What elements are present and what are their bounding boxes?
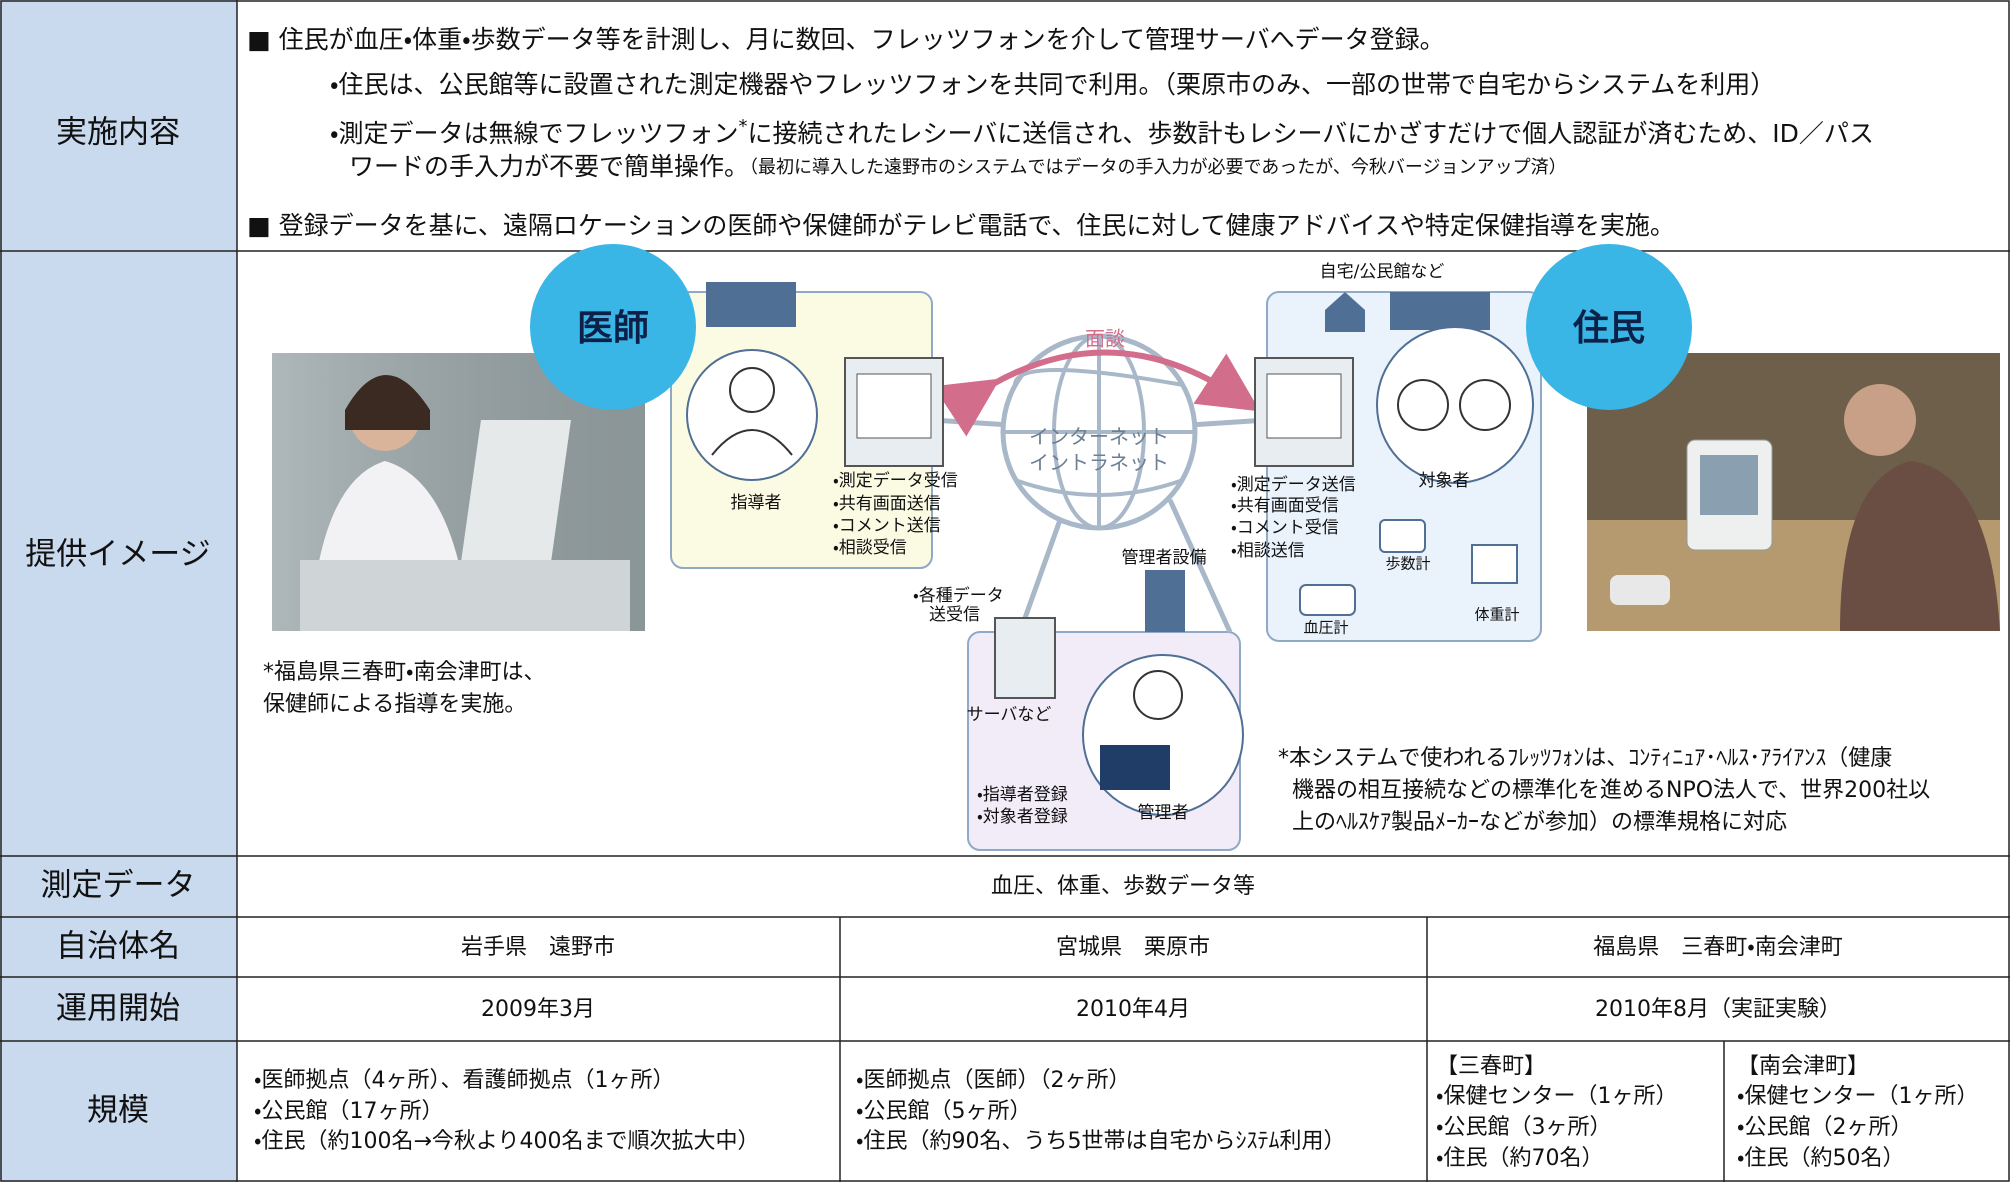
network-label: イントラネット xyxy=(1029,451,1169,475)
function: ・測定データ受信 xyxy=(833,470,958,491)
interview-label: 面談 xyxy=(1085,327,1125,351)
device-label: 血圧計 xyxy=(1303,619,1348,637)
cell-text: 2009年3月 xyxy=(481,997,595,1022)
role-label: 対象者 xyxy=(1419,471,1470,491)
function: 送受信 xyxy=(929,605,980,625)
photo-caption: *福島県三春町・南会津町は、 xyxy=(263,660,545,685)
function: ・共有画面受信 xyxy=(1231,496,1339,516)
cell-text: ・医師拠点（医師）（2ヶ所） xyxy=(856,1068,1130,1093)
function: ・相談送信 xyxy=(1231,541,1305,561)
cell-text: ・医師拠点（4ヶ所）、看護師拠点（1ヶ所） xyxy=(254,1068,674,1093)
cell-text: ・住民（約50名） xyxy=(1737,1146,1904,1171)
cell-text: 2010年4月 xyxy=(1076,997,1190,1022)
diagram xyxy=(530,244,1692,851)
function: ・各種データ xyxy=(913,585,1004,606)
function: ・指導者登録 xyxy=(977,785,1068,805)
cell-text: 岩手県 遠野市 xyxy=(461,935,615,960)
role-label: 管理者 xyxy=(1138,803,1189,823)
row-label: 測定データ xyxy=(41,868,196,904)
row-label: 運用開始 xyxy=(56,991,180,1027)
cell-text: 【南会津町】 xyxy=(1737,1054,1869,1079)
label-column xyxy=(0,0,237,1182)
footnote: 機器の相互接続などの標準化を進めるNPO法人で、世界200社以 xyxy=(1292,778,1930,803)
badge: 医師 xyxy=(577,308,649,349)
device-label: 体重計 xyxy=(1474,606,1519,624)
cell-text: 【三春町】 xyxy=(1436,1054,1546,1079)
function: ・コメント送信 xyxy=(833,516,941,536)
scale-cells: ・医師拠点（4ヶ所）、看護師拠点（1ヶ所） ・公民館（17ヶ所） ・住民（約10… xyxy=(254,1054,1978,1171)
cell-text: ・公民館（5ヶ所） xyxy=(856,1099,1031,1124)
note: （最初に導入した遠野市のシステムではデータの手入力が必要であったが、今秋バージョ… xyxy=(749,157,1567,178)
cell-text: ・保健センター（1ヶ所） xyxy=(1737,1084,1978,1109)
cell-text: ・住民（約100名→今秋より400名まで順次拡大中） xyxy=(254,1129,759,1154)
row-label: 規模 xyxy=(87,1093,149,1129)
footnote: *本システムで使われるﾌﾚｯﾂﾌｫﾝは、ｺﾝﾃｨﾆｭｱ･ﾍﾙｽ･ｱﾗｲｱﾝｽ（健… xyxy=(1278,746,1892,771)
cell-text: ・公民館（17ヶ所） xyxy=(254,1099,443,1124)
cell-text: ・公民館（3ヶ所） xyxy=(1436,1115,1611,1140)
cell-text: 宮城県 栗原市 xyxy=(1056,935,1210,960)
text: に接続されたレシーバに送信され、歩数計もレシーバにかざすだけで個人認証が済むため… xyxy=(748,119,1874,148)
cell-text: ・住民（約90名、うち5世帯は自宅からｼｽﾃﾑ利用） xyxy=(856,1129,1345,1154)
bullet-main: ■ 住民が血圧・体重・歩数データ等を計測し、月に数回、フレッツフォンを介して管理… xyxy=(247,25,1445,54)
footnote: 上のﾍﾙｽｹｱ製品ﾒｰｶｰなどが参加）の標準規格に対応 xyxy=(1292,810,1787,835)
cell-text: 福島県 三春町・南会津町 xyxy=(1593,935,1842,960)
function: ・コメント受信 xyxy=(1231,518,1339,538)
row-label: 自治体名 xyxy=(56,929,180,965)
bullet-main: ■ 登録データを基に、遠隔ロケーションの医師や保健師がテレビ電話で、住民に対して… xyxy=(247,211,1675,240)
badge: 住民 xyxy=(1572,308,1645,349)
place-label: 自宅/公民館など xyxy=(1320,262,1445,282)
photo-caption: 保健師による指導を実施。 xyxy=(263,692,526,717)
resident-photo xyxy=(1587,353,2000,631)
role-label: 指導者 xyxy=(731,493,782,513)
text: ・測定データは無線でフレッツフォン xyxy=(330,119,739,148)
role-label: サーバなど xyxy=(967,705,1052,725)
doctor-photo xyxy=(272,353,645,631)
text: ワードの手入力が不要で簡単操作。 xyxy=(349,152,749,181)
bullet-cont: ワードの手入力が不要で簡単操作。（最初に導入した遠野市のシステムではデータの手入… xyxy=(349,152,1567,181)
bullet-sub: ・住民は、公民館等に設置された測定機器やフレッツフォンを共同で利用。（栗原市のみ… xyxy=(330,70,1775,99)
facility-label: 管理者設備 xyxy=(1122,548,1207,568)
asterisk: * xyxy=(739,116,748,137)
function: ・測定データ送信 xyxy=(1231,474,1356,495)
network-label: インターネット xyxy=(1029,425,1169,449)
cell-text: ・公民館（2ヶ所） xyxy=(1737,1115,1912,1140)
cell-text: 2010年8月（実証実験） xyxy=(1595,997,1841,1022)
device-label: 歩数計 xyxy=(1385,555,1430,573)
bullet-sub: ・測定データは無線でフレッツフォン*に接続されたレシーバに送信され、歩数計もレシ… xyxy=(330,116,1874,148)
function: ・対象者登録 xyxy=(977,807,1068,827)
function: ・相談受信 xyxy=(833,538,907,558)
row-label: 提供イメージ xyxy=(25,537,210,573)
cell-text: 血圧、体重、歩数データ等 xyxy=(991,874,1255,899)
row-label: 実施内容 xyxy=(56,115,180,151)
cell-text: ・住民（約70名） xyxy=(1436,1146,1603,1171)
function: ・共有画面送信 xyxy=(833,494,941,514)
cell-text: ・保健センター（1ヶ所） xyxy=(1436,1084,1677,1109)
